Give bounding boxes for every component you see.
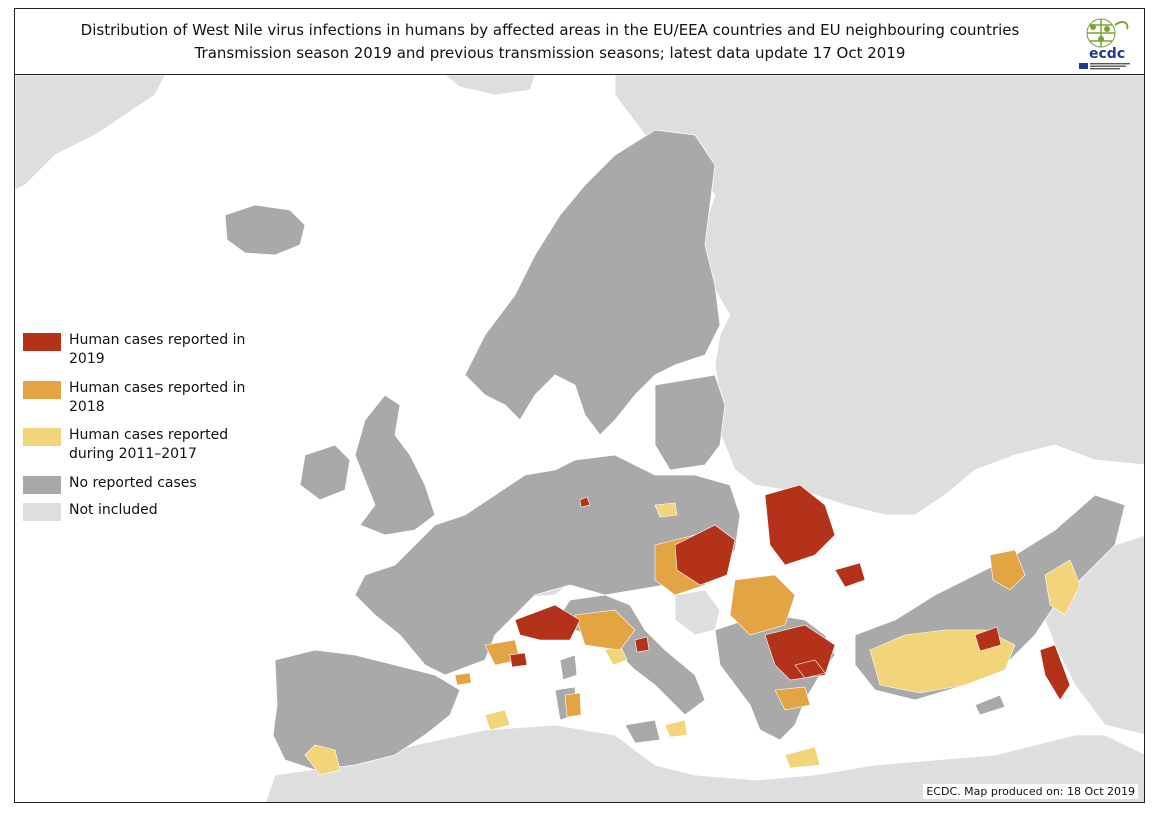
legend-swatch-no-cases	[23, 476, 61, 494]
europe-map	[15, 75, 1144, 802]
legend-item-2011-2017: Human cases reported during 2011–2017	[23, 426, 259, 464]
ecdc-logo: ecdc	[1079, 18, 1130, 70]
legend-swatch-2019	[23, 333, 61, 351]
legend-label-2018: Human cases reported in 2018	[69, 380, 246, 415]
legend-item-not-included: Not included	[23, 501, 259, 521]
legend-item-2019: Human cases reported in 2019	[23, 331, 259, 369]
not-included-areas	[15, 75, 1144, 802]
legend-label-2011-2017: Human cases reported during 2011–2017	[69, 427, 229, 462]
legend-label-no-cases: No reported cases	[69, 475, 197, 491]
map-frame: Distribution of West Nile virus infectio…	[14, 8, 1145, 803]
legend-swatch-2018	[23, 381, 61, 399]
legend-label-not-included: Not included	[69, 502, 158, 518]
map-credit: ECDC. Map produced on: 18 Oct 2019	[923, 784, 1138, 799]
map-title: Distribution of West Nile virus infectio…	[80, 21, 1020, 39]
legend-label-2019: Human cases reported in 2019	[69, 332, 246, 367]
areas-2019	[509, 484, 1071, 701]
legend-swatch-2011-2017	[23, 428, 61, 446]
areas-2011-2017	[304, 502, 1081, 776]
legend-item-no-cases: No reported cases	[23, 474, 259, 494]
map-subtitle: Transmission season 2019 and previous tr…	[194, 44, 906, 62]
legend-item-2018: Human cases reported in 2018	[23, 379, 259, 417]
no-cases-areas	[272, 129, 1126, 771]
svg-text:ecdc: ecdc	[1089, 46, 1125, 62]
legend-swatch-not-included	[23, 503, 61, 521]
iceland	[224, 204, 306, 256]
map-header: Distribution of West Nile virus infectio…	[15, 9, 1144, 75]
